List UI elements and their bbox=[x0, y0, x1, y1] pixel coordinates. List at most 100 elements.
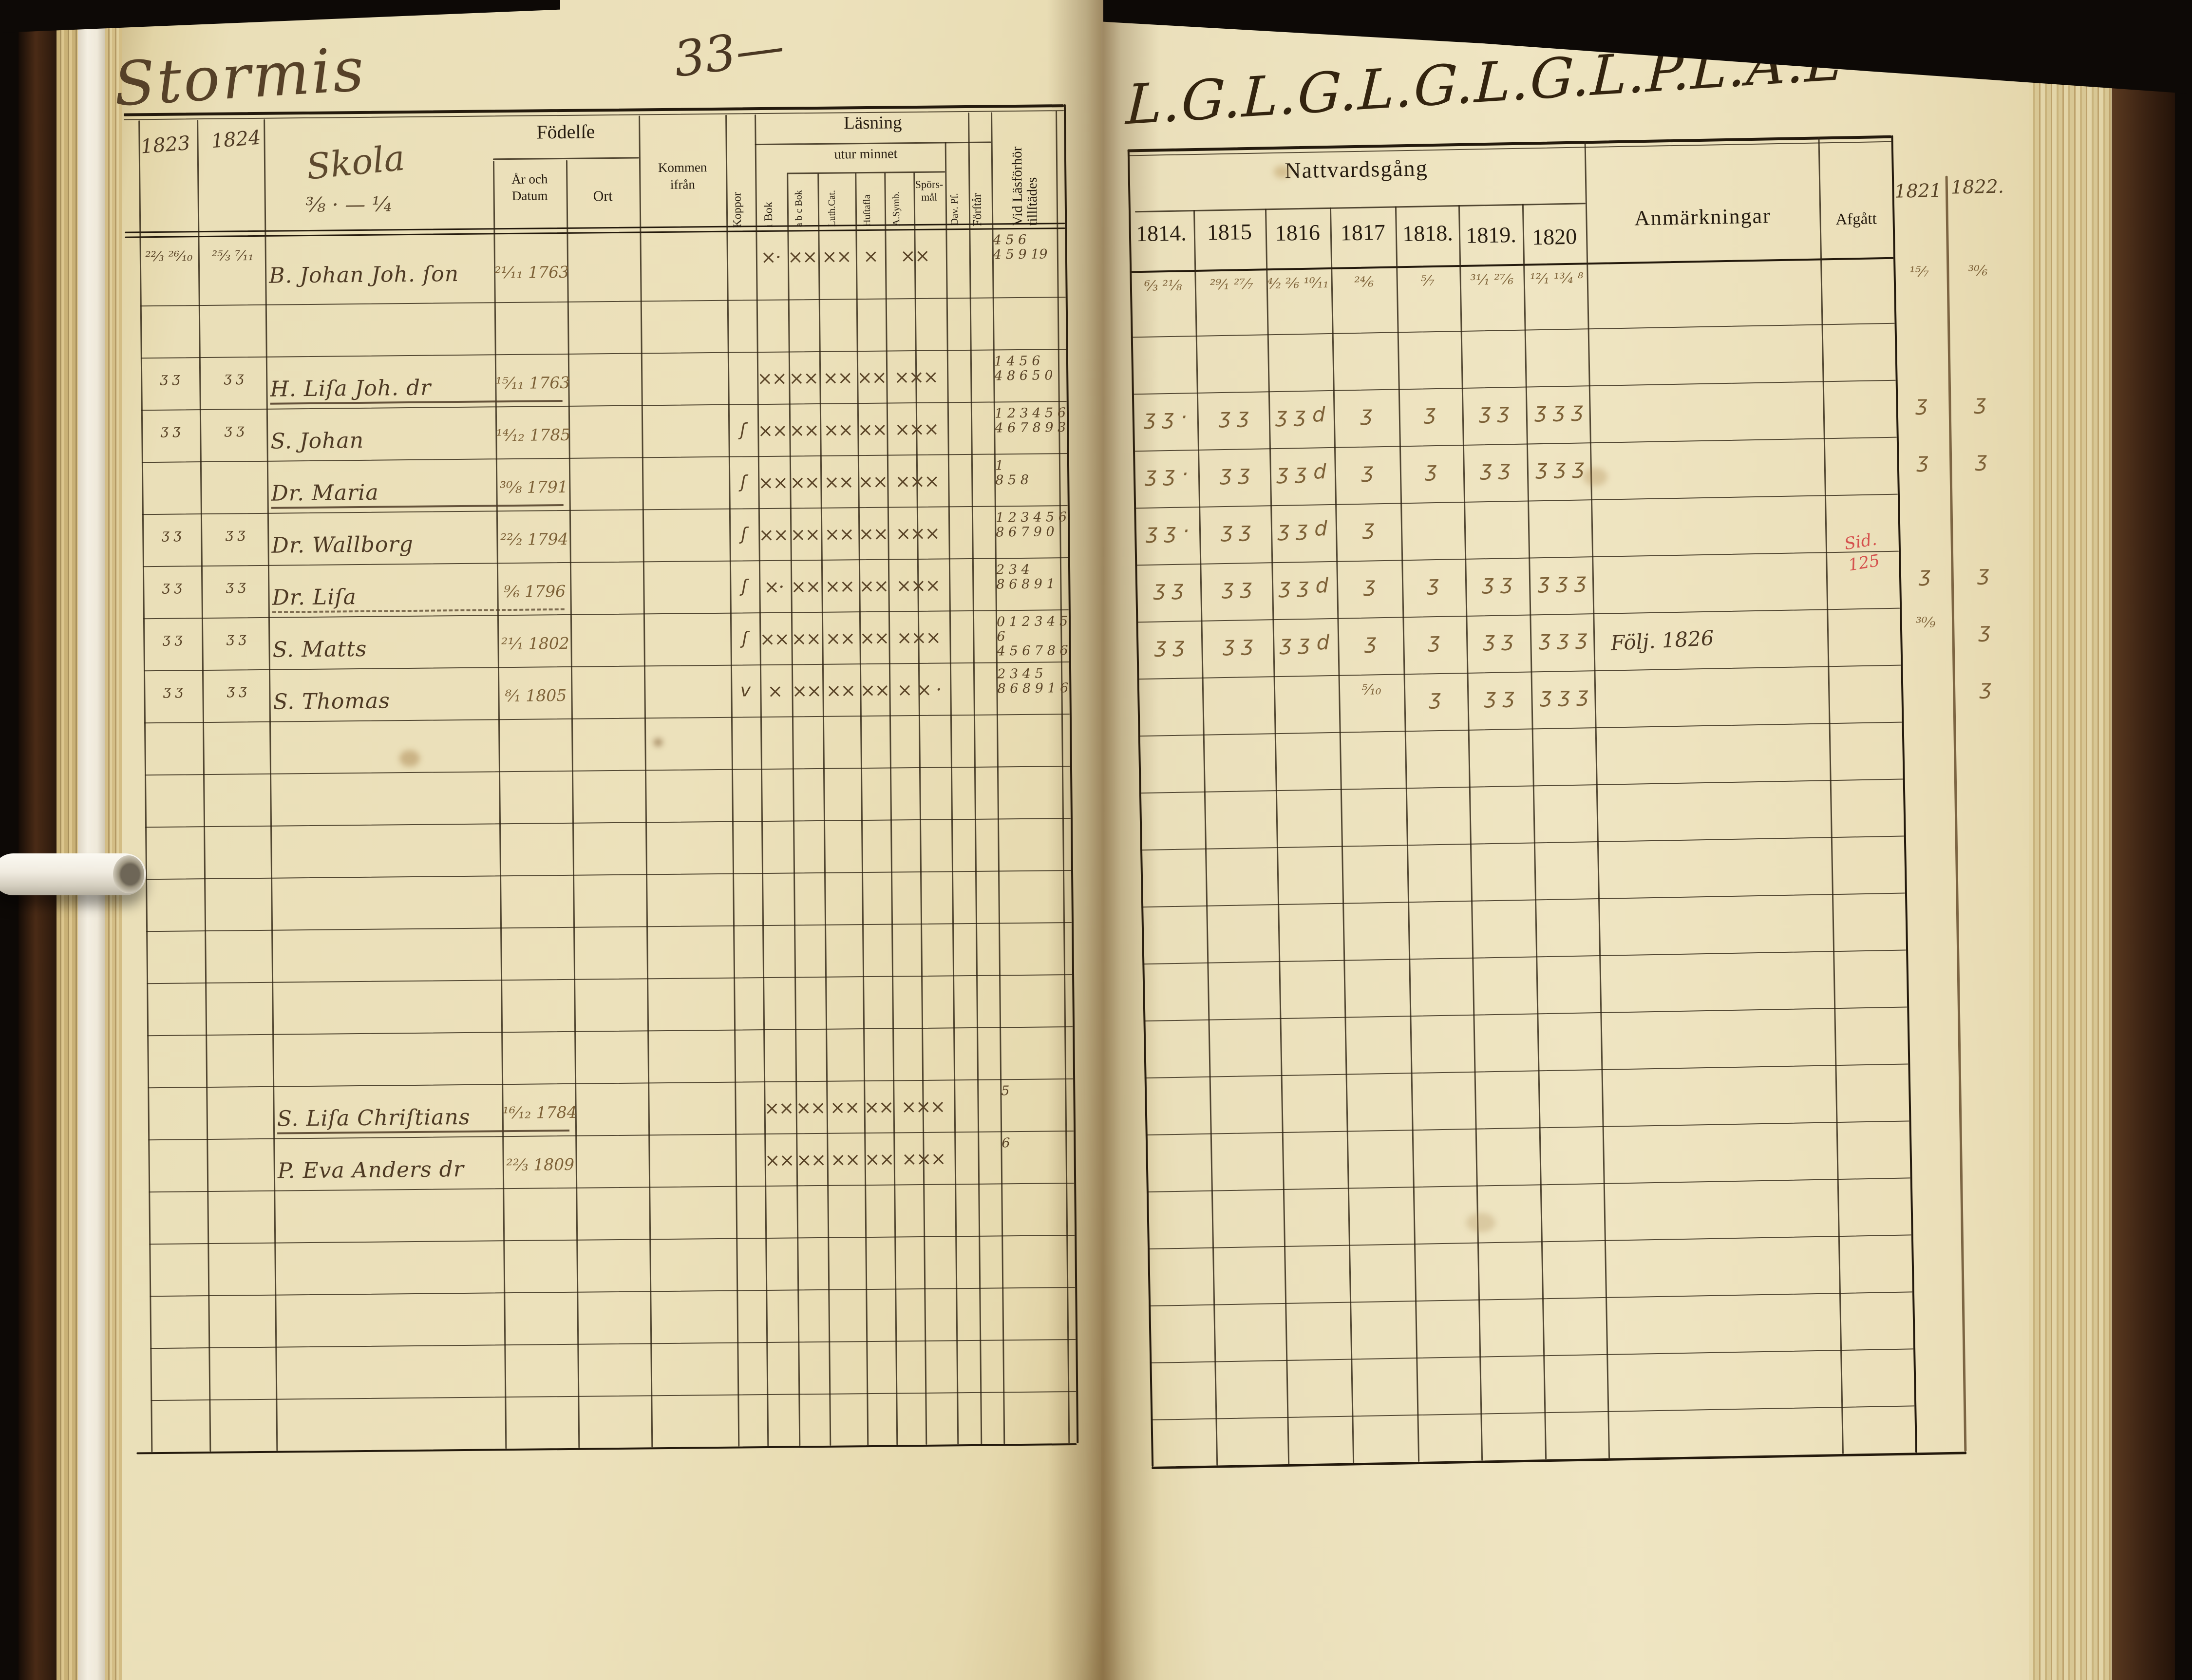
entry-vid: 4 5 6 4 5 9 19 bbox=[993, 232, 1048, 263]
entry-c4: ×× bbox=[864, 1096, 893, 1118]
grid-line bbox=[1139, 778, 1903, 794]
entry-c5: ××× bbox=[895, 470, 939, 492]
entry-vid: 5 bbox=[1001, 1083, 1010, 1099]
entry-birth-date: ²¹⁄₁₁ 1763 bbox=[494, 262, 569, 283]
grid-line bbox=[149, 1234, 1075, 1245]
communion-y2: ʒ ʒ bbox=[1223, 631, 1254, 657]
communion-y5: ʒ bbox=[1424, 400, 1436, 425]
entry-kop: v bbox=[740, 680, 751, 701]
communion-m1: ʒ bbox=[1918, 562, 1931, 586]
grid-line bbox=[945, 142, 959, 1445]
communion-y7: ʒ ʒ ʒ bbox=[1539, 625, 1588, 651]
left-page bbox=[122, 0, 1101, 1680]
entry-c1: ×× bbox=[764, 1149, 794, 1171]
entry-c4: ×× bbox=[858, 523, 888, 545]
communion-m1: ʒ bbox=[1915, 391, 1928, 415]
communion-m2: ³⁰⁄₆ bbox=[1968, 262, 1988, 279]
grid-line bbox=[145, 766, 1070, 776]
entry-c2: ×× bbox=[795, 1096, 825, 1119]
entry-kop: ʃ bbox=[741, 524, 747, 545]
entry-m1: ʒ ʒ bbox=[161, 526, 182, 542]
grid-line bbox=[1127, 149, 1154, 1467]
entry-c1: ×× bbox=[764, 1097, 794, 1119]
entry-birth-date: ²²⁄₂ 1794 bbox=[500, 529, 568, 549]
communion-y6: ʒ ʒ bbox=[1483, 627, 1514, 652]
entry-c1: ×× bbox=[758, 472, 788, 494]
entry-c5: ××× bbox=[901, 1095, 945, 1118]
grid-line bbox=[197, 120, 211, 1452]
entry-c2: ×× bbox=[789, 419, 819, 441]
grid-line bbox=[1145, 1120, 1909, 1136]
communion-y3: ʒ ʒ d bbox=[1279, 630, 1330, 655]
grid-line bbox=[1193, 209, 1218, 1466]
stain bbox=[1466, 1213, 1495, 1232]
communion-y3: ⁴⁄₂ ²⁄₆ ¹⁰⁄₁₁ bbox=[1267, 274, 1329, 292]
communion-m1: ¹⁵⁄₇ bbox=[1909, 263, 1929, 281]
entry-c2: ×× bbox=[796, 1149, 826, 1171]
communion-y7: ʒ ʒ ʒ bbox=[1540, 682, 1589, 708]
entry-vid: 6 bbox=[1002, 1135, 1010, 1151]
entry-vid: 1 4 5 6 4 8 6 5 0 bbox=[994, 353, 1053, 384]
communion-y2: ʒ ʒ bbox=[1220, 460, 1250, 486]
grid-line bbox=[913, 172, 927, 1445]
grid-line bbox=[1137, 664, 1901, 680]
entry-birth-date: ²¹⁄₁ 1802 bbox=[501, 633, 569, 654]
entry-m2: ʒ ʒ bbox=[225, 525, 246, 542]
grid-line bbox=[1458, 205, 1483, 1461]
grid-line bbox=[140, 349, 1066, 359]
communion-m2: ʒ bbox=[1978, 618, 1991, 642]
grid-line bbox=[136, 1443, 1077, 1454]
communion-y1: ʒ ʒ · bbox=[1144, 405, 1188, 430]
communion-y5: ʒ bbox=[1425, 457, 1437, 482]
grid-line bbox=[150, 1339, 1076, 1349]
communion-y5: ʒ bbox=[1429, 685, 1441, 710]
communion-y4: ⁵⁄₁₀ bbox=[1361, 681, 1381, 698]
entry-c5: ××× bbox=[894, 418, 939, 440]
grid-line bbox=[143, 661, 1069, 672]
communion-y6: ʒ ʒ bbox=[1484, 684, 1515, 709]
grid-line bbox=[145, 818, 1071, 828]
entry-c5: ××× bbox=[896, 626, 941, 649]
communion-y5: ⁵⁄₇ bbox=[1420, 272, 1435, 289]
entry-c3: ×× bbox=[824, 523, 854, 545]
grid-line bbox=[140, 297, 1066, 307]
communion-m2: ʒ bbox=[1974, 390, 1987, 415]
entry-kop: ʃ bbox=[742, 628, 748, 649]
grid-line bbox=[264, 119, 278, 1451]
communion-y7: ¹²⁄₁ ¹³⁄₄ ⁸ bbox=[1530, 269, 1584, 287]
entry-c2: ×× bbox=[792, 680, 821, 702]
entry-birth-date: ¹⁵⁄₁₁ 1763 bbox=[495, 373, 570, 393]
left-page-content: Stormis 33— 1823 1824 Skola ³⁄₈ · — ¹⁄₄ … bbox=[112, 0, 1108, 1680]
stain bbox=[1274, 166, 1290, 178]
entry-c1: ×· bbox=[764, 576, 784, 598]
communion-y6: ʒ ʒ bbox=[1479, 399, 1510, 424]
communion-y6: ʒ ʒ bbox=[1480, 456, 1511, 481]
grid-line bbox=[725, 114, 739, 1447]
communion-y5: ʒ bbox=[1427, 571, 1439, 596]
grid-line bbox=[991, 112, 1005, 1444]
entry-vid: 1 2 3 4 5 6 8 6 7 9 0 bbox=[995, 510, 1067, 540]
grid-line bbox=[1891, 135, 1917, 1453]
grid-line bbox=[1135, 203, 1586, 213]
grid-line bbox=[151, 1391, 1077, 1401]
grid-line bbox=[755, 141, 991, 146]
bookmark-strip bbox=[78, 0, 105, 1680]
entry-c1: ×× bbox=[759, 628, 789, 650]
grid-line bbox=[817, 173, 831, 1446]
grid-line bbox=[150, 1286, 1076, 1297]
remark-note: Följ. 1826 bbox=[1610, 625, 1715, 656]
communion-y2: ʒ ʒ bbox=[1221, 517, 1251, 543]
entry-kop: ʃ bbox=[741, 576, 748, 597]
entry-c5: × × · bbox=[897, 679, 941, 701]
entry-c1: ×× bbox=[757, 419, 787, 442]
grid-line bbox=[1148, 1234, 1911, 1250]
entry-c5: ××× bbox=[895, 522, 940, 545]
grid-line bbox=[148, 1078, 1074, 1089]
entry-c4: ×× bbox=[857, 418, 887, 441]
grid-line bbox=[144, 714, 1070, 724]
entry-c3: ×× bbox=[825, 575, 854, 597]
grid-line bbox=[884, 172, 898, 1445]
grid-line bbox=[1138, 721, 1902, 737]
grid-line bbox=[1149, 1291, 1912, 1307]
grid-line bbox=[787, 171, 945, 174]
